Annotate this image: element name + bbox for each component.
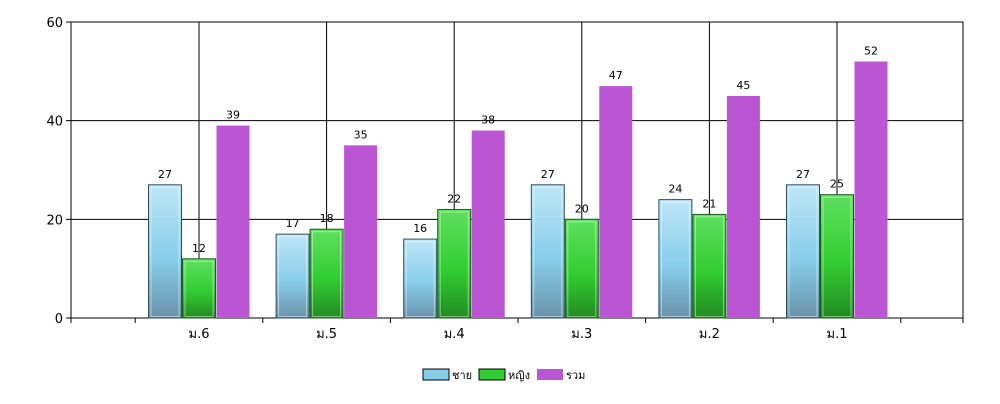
y-tick-label: 40 [46,115,63,130]
bar-ชาย [148,184,182,319]
data-label: 24 [668,183,682,196]
bar-รวม [216,125,250,318]
data-label: 25 [830,178,844,191]
y-tick-label: 0 [55,312,63,327]
bar-bevel [405,241,435,317]
data-label: 27 [541,168,555,181]
bar-หญิง [309,228,344,319]
data-label: 20 [575,202,589,215]
data-label: 35 [354,128,368,141]
bar-bevel [184,260,214,317]
bar-ชาย [530,184,565,319]
bar-รวม [344,145,378,318]
bar-bevel [694,216,724,317]
bar-รวม [726,96,760,318]
x-tick-label: ม.4 [444,327,465,342]
data-label: 16 [413,222,427,235]
data-label: 39 [226,109,240,122]
legend-swatch [422,368,450,381]
bar-ชาย [786,184,820,319]
x-tick-label: ม.3 [571,327,592,342]
bar-รวม [471,130,505,318]
bar-bevel [567,221,597,317]
legend-swatch [537,369,563,380]
bar-bevel [150,186,180,317]
data-label: 22 [447,192,461,205]
data-label: 45 [736,79,750,92]
bar-หญิง [820,194,854,319]
bar-bevel [822,196,852,318]
data-label: 52 [864,44,878,57]
data-label: 12 [192,242,206,255]
bar-bevel [788,186,818,317]
data-label: 38 [481,114,495,127]
bar-หญิง [437,208,472,319]
data-label: 18 [320,212,334,225]
x-tick-label: ม.6 [189,327,210,342]
legend: ชาย หญิง รวม [422,368,585,382]
bar-ชาย [403,238,438,319]
x-tick-label: ม.5 [316,327,337,342]
bar-bevel [533,186,563,317]
x-tick-label: ม.1 [827,327,848,342]
bar-bevel [439,211,469,317]
legend-label: ชาย [452,369,472,382]
bar-หญิง [182,258,216,319]
bar-ชาย [275,233,310,319]
plot-area: 0 20 40 60 ม.6 ม.5 ม.4 ม.3 ม.2 ม.1 27 12 39 17 18 35 16 2… [46,16,964,342]
data-label: 27 [158,168,172,181]
data-label: 47 [609,69,623,82]
y-tick-label: 20 [46,213,63,228]
bar-รวม [599,86,633,318]
data-label: 27 [796,168,810,181]
legend-label: หญิง [508,369,530,382]
legend-swatch [478,368,506,381]
data-label: 21 [702,197,716,210]
bar-หญิง [564,218,599,319]
legend-label: รวม [566,369,585,382]
bar-bevel [278,236,308,317]
data-label: 17 [286,217,300,230]
bar-หญิง [692,213,727,319]
plot-frame [70,21,964,319]
bar-รวม [854,61,888,318]
bar-bevel [312,231,342,317]
bar-ชาย [658,199,693,319]
x-tick-label: ม.2 [699,327,720,342]
y-tick-label: 60 [46,16,63,31]
bar-bevel [660,201,690,318]
